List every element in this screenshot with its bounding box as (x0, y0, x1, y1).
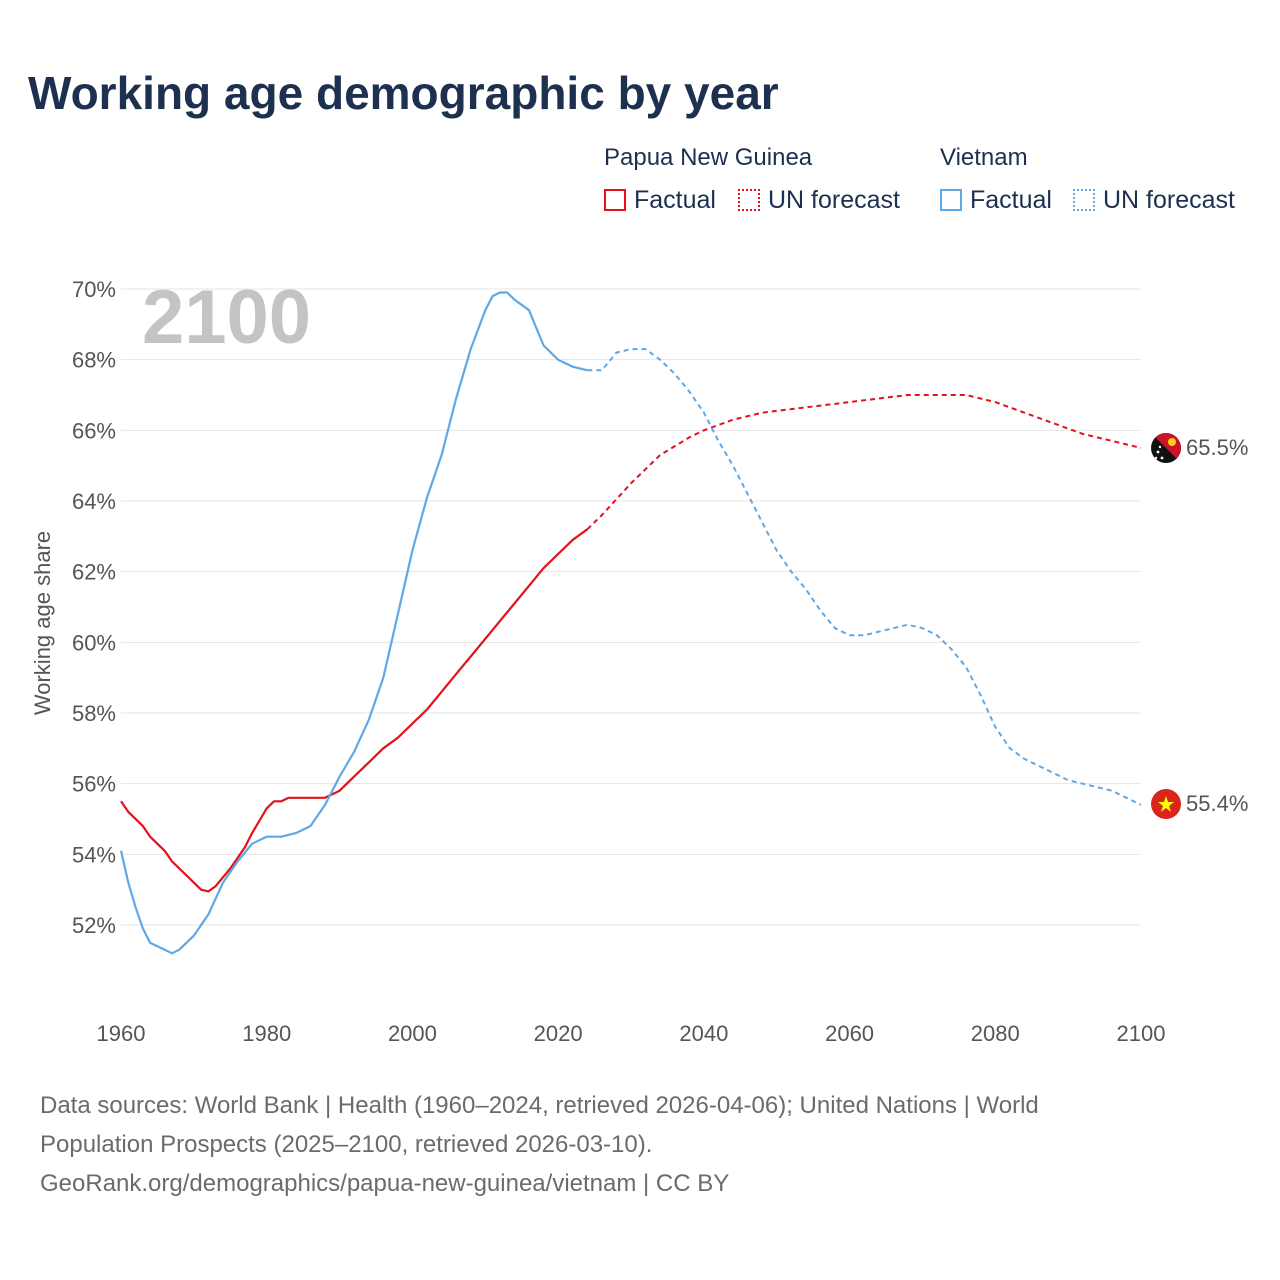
x-tick-label: 1980 (242, 1021, 291, 1046)
legend-vn-forecast-label: UN forecast (1103, 186, 1235, 214)
legend-png-forecast-label: UN forecast (768, 186, 900, 214)
legend-vn-factual-swatch (940, 189, 962, 211)
y-tick-label: 54% (72, 842, 116, 867)
vietnam-forecast-line[interactable] (587, 348, 1142, 806)
x-tick-label: 2040 (679, 1021, 728, 1046)
year-watermark: 2100 (142, 275, 311, 360)
chart-title: Working age demographic by year (28, 67, 779, 119)
x-tick-label: 1960 (97, 1021, 146, 1046)
legend-png-factual[interactable]: Factual (604, 186, 716, 215)
x-tick-label: 2020 (534, 1021, 583, 1046)
legend-vn-factual[interactable]: Factual (940, 186, 1052, 215)
footer-line-3: GeoRank.org/demographics/papua-new-guine… (40, 1170, 730, 1197)
legend-group-papua-new-guinea: Papua New Guinea (604, 144, 813, 171)
x-axis-ticks: 1960 1980 2000 2020 2040 2060 2080 2100 (97, 1021, 1166, 1046)
legend-group-vietnam: Vietnam (940, 144, 1028, 171)
legend-png-factual-label: Factual (634, 186, 716, 214)
x-tick-label: 2060 (825, 1021, 874, 1046)
x-tick-label: 2000 (388, 1021, 437, 1046)
legend-vn-factual-label: Factual (970, 186, 1052, 214)
papua-new-guinea-forecast-line[interactable] (586, 394, 1142, 531)
y-tick-label: 68% (72, 348, 116, 373)
papua-new-guinea-end-value: 65.5% (1186, 435, 1248, 460)
y-tick-label: 70% (72, 277, 116, 302)
legend-vn-forecast-swatch (1073, 189, 1095, 211)
y-tick-label: 64% (72, 489, 116, 514)
footer-line-1: Data sources: World Bank | Health (1960–… (40, 1092, 1039, 1119)
footer-sources: Data sources: World Bank | Health (1960–… (40, 1086, 1240, 1203)
y-tick-label: 62% (72, 560, 116, 585)
x-tick-label: 2080 (971, 1021, 1020, 1046)
y-axis-ticks: 52% 54% 56% 58% 60% 62% 64% 66% 68% 70% (72, 277, 116, 938)
papua-new-guinea-factual-line[interactable] (120, 528, 588, 893)
legend-vn-forecast[interactable]: UN forecast (1073, 186, 1235, 215)
series-end-markers: 65.5% 55.4% (1150, 432, 1248, 819)
legend-png-forecast[interactable]: UN forecast (738, 186, 900, 215)
series-lines (119, 291, 1142, 955)
y-tick-label: 58% (72, 701, 116, 726)
legend-png-forecast-swatch (738, 189, 760, 211)
line-chart: 52% 54% 56% 58% 60% 62% 64% 66% 68% 70% 1960 1980 2… (30, 275, 1248, 1046)
vietnam-end-value: 55.4% (1186, 791, 1248, 816)
y-tick-label: 56% (72, 772, 116, 797)
y-axis-label: Working age share (30, 531, 55, 715)
y-tick-label: 60% (72, 630, 116, 655)
vietnam-factual-line[interactable] (119, 291, 588, 955)
legend-png-factual-swatch (604, 189, 626, 211)
papua-new-guinea-flag-icon[interactable] (1150, 432, 1182, 464)
y-tick-label: 66% (72, 418, 116, 443)
y-tick-label: 52% (72, 913, 116, 938)
grid-lines (121, 288, 1141, 926)
vietnam-flag-icon[interactable] (1151, 789, 1181, 819)
footer-line-2: Population Prospects (2025–2100, retriev… (40, 1131, 653, 1158)
x-tick-label: 2100 (1117, 1021, 1166, 1046)
